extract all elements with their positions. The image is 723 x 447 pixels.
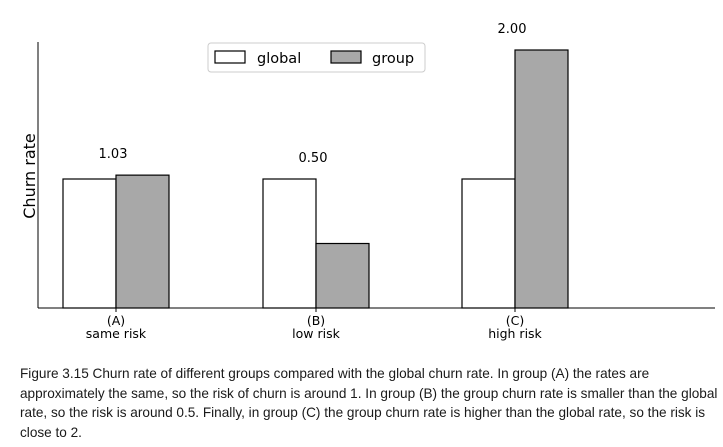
x-tick-label-2-line-1: (B) bbox=[307, 313, 325, 328]
legend: global group bbox=[207, 42, 426, 73]
legend-label-group: group bbox=[372, 51, 414, 67]
plot-area: 1.03 (A)same risk 0.50 (B)low risk 2.00 (C)hi… bbox=[20, 22, 715, 341]
legend-swatch-global bbox=[214, 50, 246, 64]
x-tick-label-2-line-2: low risk bbox=[292, 326, 340, 341]
caption-label: Figure 3.15 bbox=[20, 366, 89, 381]
x-tick-label-1-line-2: same risk bbox=[86, 326, 147, 341]
x-tick-label-1-line-1: (A) bbox=[107, 313, 125, 328]
value-label-1: 1.03 bbox=[99, 147, 128, 162]
churn-rate-chart: 1.03 (A)same risk 0.50 (B)low risk 2.00 (C)hi… bbox=[20, 22, 715, 341]
bar-global-3 bbox=[461, 178, 516, 309]
legend-label-global: global bbox=[257, 51, 301, 67]
x-tick-label-3-line-1: (C) bbox=[506, 313, 524, 328]
caption-text: Churn rate of different groups compared … bbox=[20, 366, 718, 440]
legend-frame bbox=[207, 42, 426, 73]
y-axis-label: Churn rate bbox=[20, 133, 39, 218]
bar-global-2 bbox=[262, 178, 317, 309]
bar-global-1 bbox=[62, 178, 117, 309]
bar-group-1 bbox=[115, 174, 170, 309]
figure-caption: Figure 3.15 Churn rate of different grou… bbox=[20, 364, 720, 442]
bar-group-2 bbox=[315, 242, 370, 309]
value-label-3: 2.00 bbox=[498, 22, 527, 37]
legend-swatch-group bbox=[330, 50, 362, 64]
bar-group-3 bbox=[514, 49, 569, 309]
value-label-2: 0.50 bbox=[299, 151, 328, 166]
x-tick-label-3-line-2: high risk bbox=[488, 326, 542, 341]
